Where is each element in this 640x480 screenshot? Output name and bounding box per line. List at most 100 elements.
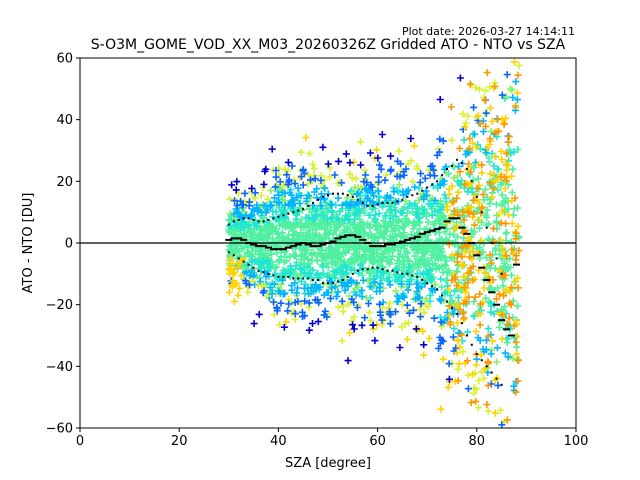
- upper-percentile-point: [416, 192, 419, 195]
- scatter-point-group: [227, 71, 511, 428]
- median-point: [294, 243, 302, 246]
- upper-percentile-point: [257, 220, 260, 223]
- upper-percentile-point: [237, 218, 240, 221]
- median-point: [245, 242, 253, 244]
- median-point: [393, 242, 401, 244]
- lower-percentile-point: [495, 377, 498, 380]
- lower-percentile-point: [312, 279, 315, 281]
- lower-percentile-point: [327, 282, 329, 285]
- y-tick-label: 40: [56, 113, 73, 128]
- lower-percentile-point: [227, 251, 230, 254]
- median-point: [389, 243, 396, 246]
- upper-percentile-point: [411, 194, 414, 197]
- x-tick-label: 20: [171, 434, 188, 449]
- lower-percentile-point: [456, 312, 458, 315]
- upper-percentile-point: [495, 257, 498, 260]
- y-tick-label: 20: [56, 175, 73, 190]
- lower-percentile-point: [242, 260, 245, 263]
- lower-percentile-point: [282, 275, 285, 278]
- median-point: [443, 220, 451, 223]
- lower-percentile-point: [277, 275, 280, 278]
- median-point: [458, 226, 466, 229]
- upper-percentile-point: [356, 198, 359, 201]
- upper-percentile-point: [465, 168, 468, 170]
- median-point: [379, 245, 387, 248]
- median-point: [255, 245, 263, 248]
- y-axis-ticks: −60 −40 −20 0 20 40 60: [46, 52, 80, 437]
- upper-percentile-point: [227, 223, 230, 226]
- lower-percentile-point: [252, 266, 255, 269]
- upper-percentile-point: [267, 218, 270, 221]
- upper-percentile-point: [332, 192, 334, 195]
- lower-percentile-point: [371, 266, 374, 269]
- median-point: [284, 246, 292, 249]
- median-point: [304, 243, 312, 246]
- x-tick-label: 80: [469, 434, 486, 449]
- lower-percentile-point: [391, 269, 394, 272]
- y-tick-label: −20: [46, 298, 73, 313]
- median-point: [428, 229, 436, 232]
- x-axis-label: SZA [degree]: [285, 456, 371, 471]
- y-tick-label: 60: [56, 52, 73, 67]
- median-point: [230, 237, 238, 240]
- upper-percentile-point: [401, 198, 404, 201]
- upper-percentile-point: [351, 195, 354, 198]
- upper-percentile-point: [242, 217, 245, 220]
- x-tick-label: 60: [369, 434, 386, 449]
- median-point: [309, 245, 317, 248]
- lower-percentile-point: [332, 282, 334, 285]
- median-point: [235, 237, 243, 240]
- median-point: [418, 232, 426, 235]
- lower-percentile-point: [237, 257, 240, 260]
- lower-percentile-point: [411, 274, 414, 277]
- lower-percentile-point: [322, 282, 324, 285]
- median-point: [423, 231, 431, 234]
- x-tick-label: 40: [270, 434, 287, 449]
- upper-percentile-point: [475, 195, 478, 198]
- median-point: [453, 217, 461, 220]
- upper-percentile-point: [441, 174, 444, 177]
- lower-percentile-point: [351, 272, 354, 275]
- upper-percentile-point: [312, 201, 315, 204]
- lower-percentile-point: [366, 268, 369, 271]
- lower-percentile-point: [361, 268, 364, 271]
- median-point: [384, 243, 391, 246]
- median-point: [448, 217, 456, 220]
- upper-percentile-point: [391, 201, 394, 204]
- median-point: [359, 238, 367, 241]
- lower-percentile-point: [267, 272, 270, 275]
- upper-percentile-point: [252, 218, 255, 221]
- upper-percentile-point: [346, 194, 349, 197]
- x-tick-label: 0: [76, 434, 84, 449]
- median-point: [349, 234, 357, 237]
- median-point: [483, 279, 491, 281]
- upper-percentile-point: [456, 158, 458, 161]
- upper-percentile-point: [327, 194, 329, 197]
- median-point: [344, 234, 352, 237]
- statistics-markers: [225, 158, 520, 386]
- median-point: [319, 243, 327, 246]
- median-point: [334, 237, 342, 240]
- lower-percentile-point: [257, 269, 260, 272]
- median-point: [478, 266, 486, 269]
- median-point: [488, 291, 496, 294]
- upper-percentile-point: [297, 209, 300, 212]
- median-point: [279, 248, 287, 251]
- scatter-point-group: [230, 78, 521, 394]
- upper-percentile-point: [307, 205, 310, 207]
- upper-percentile-point: [460, 161, 463, 164]
- x-tick-label: 100: [564, 434, 589, 449]
- upper-percentile-point: [336, 192, 339, 195]
- upper-percentile-point: [317, 198, 320, 201]
- lower-percentile-point: [292, 277, 295, 280]
- y-tick-label: −60: [46, 422, 73, 437]
- lower-percentile-point: [465, 334, 468, 337]
- upper-percentile-point: [302, 208, 305, 211]
- median-point: [408, 237, 416, 240]
- y-axis-label: ATO - NTO [DU]: [21, 193, 36, 294]
- upper-percentile-point: [232, 220, 235, 223]
- upper-percentile-point: [247, 217, 250, 220]
- median-point: [433, 228, 441, 231]
- chart-title: S-O3M_GOME_VOD_XX_M03_20260326Z Gridded …: [91, 37, 566, 53]
